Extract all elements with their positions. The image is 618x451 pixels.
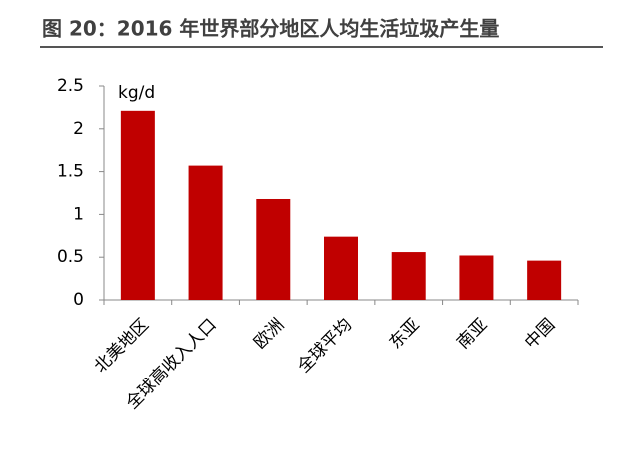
y-tick-label: 0	[73, 290, 84, 310]
bar	[459, 255, 494, 300]
bar	[188, 165, 223, 300]
x-tick-label: 全球平均	[294, 315, 356, 377]
bar	[527, 260, 562, 300]
x-tick-label: 中国	[521, 315, 559, 353]
x-tick-label: 东亚	[386, 315, 424, 353]
y-tick-label: 2	[73, 119, 84, 139]
bar	[391, 252, 426, 300]
chart-title: 图 20：2016 年世界部分地区人均生活垃圾产生量	[42, 17, 499, 41]
y-tick-label: 0.5	[57, 247, 84, 267]
y-tick-label: 1.5	[57, 162, 84, 182]
y-axis-unit: kg/d	[118, 83, 155, 103]
y-tick-label: 2.5	[57, 76, 84, 96]
bar	[324, 236, 358, 300]
bar	[256, 198, 291, 300]
bar	[120, 110, 155, 300]
x-tick-label: 欧洲	[250, 315, 288, 353]
x-tick-label: 北美地区	[91, 315, 153, 377]
x-tick-label: 南亚	[453, 315, 491, 353]
y-tick-label: 1	[73, 204, 84, 224]
